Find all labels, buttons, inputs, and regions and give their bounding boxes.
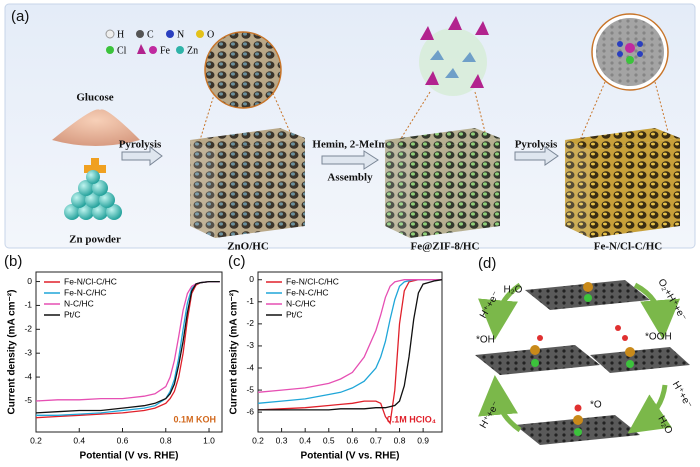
x-tick-label: 0.2	[30, 435, 42, 445]
y-tick-label: -4	[24, 371, 32, 381]
step-label: Pyrolysis	[119, 139, 162, 151]
product-cube	[565, 13, 680, 238]
zno-hc-cube	[190, 31, 305, 238]
y-tick-label: -6	[246, 406, 254, 416]
step-label: Hemin, 2-MeIm	[312, 139, 387, 151]
plot-frame	[257, 271, 443, 433]
data-line	[257, 279, 442, 393]
process-arrow	[514, 146, 559, 166]
legend-item: Fe	[160, 45, 171, 56]
x-tick-label: 0.3	[276, 435, 288, 445]
x-tick-label: 0.8	[394, 435, 406, 445]
catalyst-sheets	[475, 280, 690, 445]
y-tick-label: -3	[246, 340, 254, 350]
legend-label: Fe-N-C/HC	[64, 287, 107, 297]
legend-item: O	[207, 29, 214, 40]
panel-label: (c)	[228, 253, 246, 270]
step-label: Pyrolysis	[515, 139, 558, 151]
x-tick-label: 0.7	[370, 435, 382, 445]
y-tick-label: -5	[246, 384, 254, 394]
material-label: Fe@ZIF-8/HC	[411, 241, 480, 253]
plus-icon	[84, 158, 106, 180]
x-tick-label: 0.5	[323, 435, 335, 445]
y-tick-label: 0	[249, 274, 254, 284]
panel-label: (a)	[11, 8, 29, 25]
y-tick-label: -1	[246, 296, 254, 306]
process-arrow	[121, 146, 163, 166]
y-tick-label: -5	[24, 395, 32, 405]
legend-label: Pt/C	[64, 309, 81, 319]
zn-powder-icon	[64, 170, 122, 220]
material-label: ZnO/HC	[227, 241, 269, 253]
y-tick-label: 0	[27, 276, 32, 286]
x-tick-label: 0.4	[73, 435, 85, 445]
precursor-label: Zn powder	[69, 234, 121, 246]
panel-a-background	[4, 3, 696, 249]
legend-item: C	[147, 29, 154, 40]
intermediate-label: *OH	[476, 335, 495, 346]
y-axis-label: Current density (mA cm⁻²)	[7, 290, 18, 415]
legend-item: Zn	[187, 45, 198, 56]
y-tick-label: -2	[246, 318, 254, 328]
data-line	[258, 279, 443, 411]
cycle-arrows	[478, 282, 681, 434]
reaction-label: H⁺+e⁻	[670, 380, 694, 411]
fe-zif-cube	[385, 16, 500, 238]
legend-label: Fe-N/Cl-C/HC	[64, 276, 117, 286]
legend-label: Fe-N-C/HC	[286, 287, 329, 297]
legend-label: N-C/HC	[64, 298, 94, 308]
legend-label: Pt/C	[286, 309, 303, 319]
x-tick-label: 1.0	[203, 435, 215, 445]
glucose-icon	[52, 109, 140, 146]
x-tick-label: 0.6	[346, 435, 358, 445]
x-tick-label: 0.6	[117, 435, 129, 445]
reaction-label: H⁺+e⁻	[478, 400, 502, 431]
precursor-label: Glucose	[76, 92, 113, 104]
chart: (b) 0.2 0.4 0.6 0.8 1.0 0 -1 -2 -3 -4 -5 Potential (…	[4, 253, 223, 462]
data-line	[35, 280, 220, 414]
reaction-label: H₂O	[655, 414, 674, 436]
y-tick-label: -3	[24, 347, 32, 357]
annotation: 0.1M KOH	[173, 414, 216, 424]
reaction-label: H₂O	[504, 285, 523, 296]
process-arrow	[321, 150, 379, 170]
y-tick-label: -1	[24, 300, 32, 310]
panel-label: (d)	[478, 255, 496, 272]
data-line	[35, 280, 220, 419]
x-axis-label: Potential (V vs. RHE)	[80, 451, 179, 462]
x-tick-label: 0.8	[160, 435, 172, 445]
x-tick-label: 0.2	[252, 435, 264, 445]
panel-label: (b)	[4, 253, 22, 270]
intermediate-label: *OOH	[645, 332, 672, 343]
step-label: Assembly	[327, 172, 373, 184]
x-tick-label: 0.9	[417, 435, 429, 445]
chart: (c) 0.2 0.3 0.4 0.5 0.6 0.7 0.8 0.9 0 -1 -2 -3 -4 -5 -6…	[228, 253, 443, 462]
legend-label: N-C/HC	[286, 298, 316, 308]
legend-label: Fe-N/Cl-C/HC	[286, 276, 339, 286]
legend-item: H	[117, 29, 124, 40]
x-axis-label: Potential (V vs. RHE)	[301, 451, 400, 462]
y-axis-label: Current density (mA cm⁻²)	[229, 290, 240, 415]
atom-legend: H C N O Cl Fe Zn	[105, 29, 214, 56]
plot-frame	[35, 271, 223, 433]
x-tick-label: 0.4	[299, 435, 311, 445]
legend-item: N	[177, 29, 184, 40]
y-tick-label: -4	[246, 362, 254, 372]
legend-item: Cl	[117, 45, 127, 56]
y-tick-label: -2	[24, 324, 32, 334]
material-label: Fe-N/Cl-C/HC	[594, 241, 662, 253]
intermediate-label: *O	[590, 400, 602, 411]
annotation: 0.1M HClO₄	[387, 414, 436, 424]
